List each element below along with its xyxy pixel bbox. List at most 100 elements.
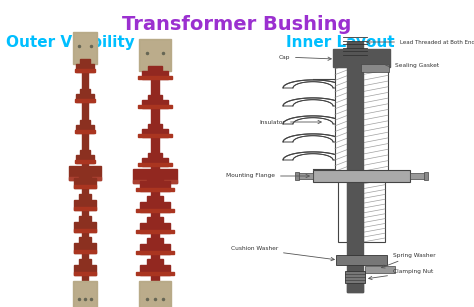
Bar	[82, 62, 88, 285]
Bar	[74, 272, 96, 275]
Polygon shape	[283, 134, 343, 142]
Bar	[142, 100, 168, 108]
Bar	[147, 176, 163, 181]
Bar	[140, 265, 170, 275]
Bar	[313, 170, 410, 182]
Bar	[139, 39, 171, 71]
Text: Clamping Nut: Clamping Nut	[369, 270, 433, 280]
Bar	[79, 237, 91, 243]
Bar	[361, 64, 389, 72]
Bar	[140, 202, 170, 212]
Bar	[138, 164, 172, 166]
Text: Spring Washer: Spring Washer	[382, 252, 436, 268]
Bar	[424, 172, 428, 180]
Bar	[140, 181, 170, 192]
Bar	[75, 283, 95, 307]
Bar	[142, 158, 168, 166]
Bar	[365, 266, 395, 273]
Text: Cushion Washer: Cushion Washer	[231, 247, 334, 261]
Bar	[136, 209, 174, 212]
Bar	[76, 64, 94, 72]
Bar	[336, 255, 387, 265]
Bar	[333, 49, 390, 67]
Bar	[79, 172, 91, 178]
Text: Outer Visibility: Outer Visibility	[6, 35, 134, 50]
Bar	[147, 196, 163, 202]
Bar	[79, 259, 91, 265]
Bar	[76, 155, 94, 163]
Bar	[138, 134, 172, 137]
Bar	[75, 130, 95, 133]
Bar	[148, 124, 162, 129]
Bar	[362, 67, 388, 177]
Bar	[147, 259, 163, 265]
Bar	[139, 281, 171, 307]
Polygon shape	[283, 80, 343, 88]
Bar	[69, 166, 101, 180]
Text: Inner Layout: Inner Layout	[286, 35, 394, 50]
Bar	[74, 207, 96, 210]
Bar	[80, 89, 90, 94]
Bar	[138, 105, 172, 108]
Bar	[74, 243, 96, 253]
Bar	[140, 223, 170, 233]
Bar	[75, 69, 95, 72]
Bar	[136, 188, 174, 192]
Bar	[345, 271, 365, 283]
Bar	[295, 172, 299, 180]
Bar	[79, 194, 91, 200]
Bar	[75, 99, 95, 103]
Bar	[136, 251, 174, 254]
Bar	[151, 69, 159, 285]
Bar	[80, 120, 90, 125]
Polygon shape	[283, 152, 343, 160]
Polygon shape	[283, 98, 343, 106]
Bar	[136, 230, 174, 233]
Bar	[74, 185, 96, 188]
Bar	[74, 250, 96, 253]
Bar	[73, 281, 97, 307]
Bar	[80, 59, 90, 64]
Text: Lead Threaded at Both Ends: Lead Threaded at Both Ends	[367, 40, 474, 45]
Bar	[297, 173, 313, 179]
Bar	[347, 283, 363, 292]
Text: Transformer Bushing: Transformer Bushing	[122, 15, 352, 34]
Text: Cap: Cap	[279, 55, 331, 60]
Text: Sealing Gasket: Sealing Gasket	[386, 63, 439, 68]
Bar	[136, 272, 174, 275]
Bar	[142, 129, 168, 137]
Bar	[74, 178, 96, 188]
Bar	[148, 154, 162, 158]
Bar	[141, 41, 169, 69]
Bar	[147, 217, 163, 223]
Polygon shape	[283, 116, 343, 124]
Bar	[74, 200, 96, 210]
Bar	[142, 71, 168, 79]
Bar	[80, 150, 90, 155]
Bar	[74, 222, 96, 231]
Bar	[75, 160, 95, 163]
Bar	[148, 95, 162, 100]
Bar	[147, 238, 163, 244]
Bar	[335, 67, 348, 177]
Bar	[79, 216, 91, 222]
Bar	[133, 169, 177, 184]
Bar	[69, 177, 101, 180]
Bar	[363, 177, 385, 242]
Bar	[410, 173, 426, 179]
Bar	[138, 76, 172, 79]
Bar	[148, 66, 162, 71]
Bar	[74, 265, 96, 275]
Text: Insulator: Insulator	[259, 119, 321, 125]
Bar	[75, 34, 95, 62]
Bar	[76, 125, 94, 133]
Bar	[347, 42, 363, 292]
Bar	[133, 181, 177, 184]
Bar	[338, 177, 347, 242]
Bar	[76, 94, 94, 103]
Bar	[141, 283, 169, 307]
Text: Mounting Flange: Mounting Flange	[226, 173, 310, 178]
Bar	[74, 229, 96, 231]
Bar	[73, 32, 97, 64]
Bar	[140, 244, 170, 254]
